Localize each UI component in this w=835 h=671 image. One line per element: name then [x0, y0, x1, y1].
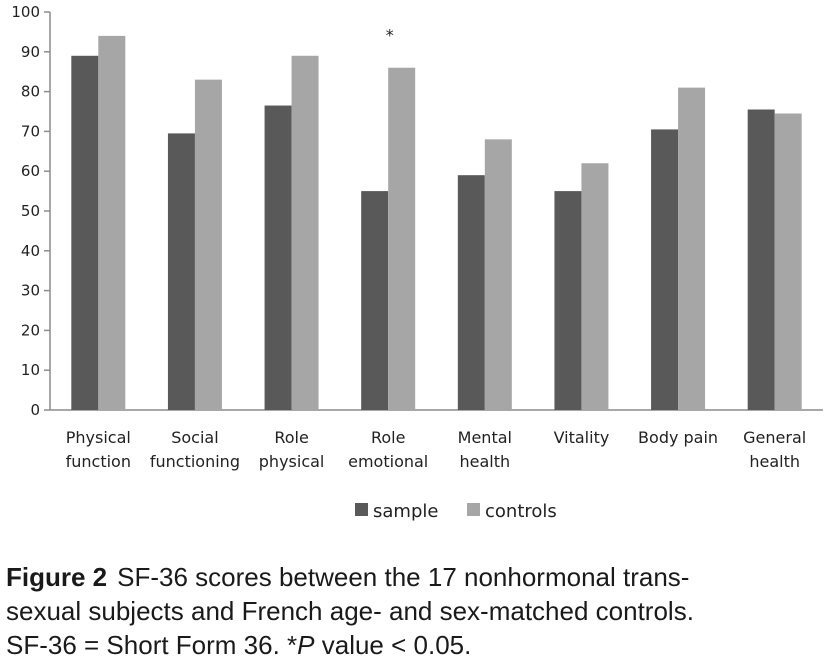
- bar-sample: [554, 191, 582, 410]
- figure-caption: Figure 2 SF-36 scores between the 17 nonh…: [6, 560, 832, 662]
- y-tick-label: 0: [30, 401, 40, 419]
- x-axis-labels: Physical function Social functioning Role phy…: [66, 428, 807, 471]
- x-category-label: function: [66, 452, 131, 471]
- caption-line-1: Figure 2 SF-36 scores between the 17 nonh…: [6, 560, 832, 594]
- y-tick-label: 50: [21, 202, 40, 220]
- y-tick-label: 30: [21, 282, 40, 300]
- bars: [71, 35, 802, 411]
- bar-controls: [484, 139, 512, 411]
- legend-label-sample: sample: [373, 501, 438, 522]
- y-tick-label: 100: [11, 3, 40, 21]
- y-tick-label: 20: [21, 321, 40, 339]
- x-category-label: Role: [274, 428, 308, 447]
- caption-text-3b: value < 0.05.: [314, 630, 472, 660]
- y-tick-label: 40: [21, 242, 40, 260]
- x-category-label: Body pain: [638, 428, 718, 447]
- bar-controls: [98, 35, 126, 410]
- significance-marker: *: [386, 26, 394, 45]
- x-category-label: Physical: [66, 428, 131, 447]
- caption-line-3: SF-36 = Short Form 36. *P value < 0.05.: [6, 628, 832, 662]
- y-tick-label: 80: [21, 83, 40, 101]
- caption-p-italic: P: [297, 630, 315, 660]
- bar-sample: [361, 191, 389, 410]
- y-tick-label: 90: [21, 43, 40, 61]
- bar-sample: [167, 133, 195, 410]
- legend-swatch-sample: [355, 503, 368, 516]
- legend-swatch-controls: [467, 503, 480, 516]
- figure-label: Figure 2: [6, 562, 108, 592]
- x-category-label: functioning: [150, 452, 240, 471]
- caption-text-3a: SF-36 = Short Form 36. *: [6, 630, 298, 660]
- bar-controls: [774, 113, 802, 411]
- bar-controls: [291, 55, 319, 410]
- bar-sample: [747, 109, 775, 410]
- x-category-label: health: [459, 452, 510, 471]
- bar-sample: [71, 55, 99, 410]
- caption-line-2: sexual subjects and French age- and sex-…: [6, 596, 694, 626]
- x-category-label: physical: [259, 452, 325, 471]
- bar-chart: 0 10 20 30 40 50 60 70 80 90 100 Physical function S…: [11, 3, 823, 522]
- bar-sample: [651, 129, 679, 410]
- legend-label-controls: controls: [485, 501, 557, 522]
- y-tick-label: 60: [21, 162, 40, 180]
- x-category-label: Vitality: [554, 428, 610, 447]
- x-category-label: Social: [171, 428, 218, 447]
- legend: sample controls: [355, 501, 557, 522]
- x-category-label: Mental: [458, 428, 512, 447]
- caption-text-1: SF-36 scores between the 17 nonhormonal …: [117, 562, 690, 592]
- x-category-label: health: [749, 452, 800, 471]
- x-category-label: emotional: [348, 452, 428, 471]
- y-tick-label: 70: [21, 122, 40, 140]
- y-tick-label: 10: [21, 361, 40, 379]
- x-category-label: Role: [371, 428, 405, 447]
- annotations: *: [386, 26, 394, 45]
- x-category-label: General: [743, 428, 806, 447]
- bar-controls: [678, 87, 706, 411]
- bar-sample: [264, 105, 292, 410]
- bar-sample: [457, 175, 485, 410]
- bar-controls: [388, 67, 416, 410]
- bar-controls: [194, 79, 222, 410]
- bar-controls: [581, 163, 609, 410]
